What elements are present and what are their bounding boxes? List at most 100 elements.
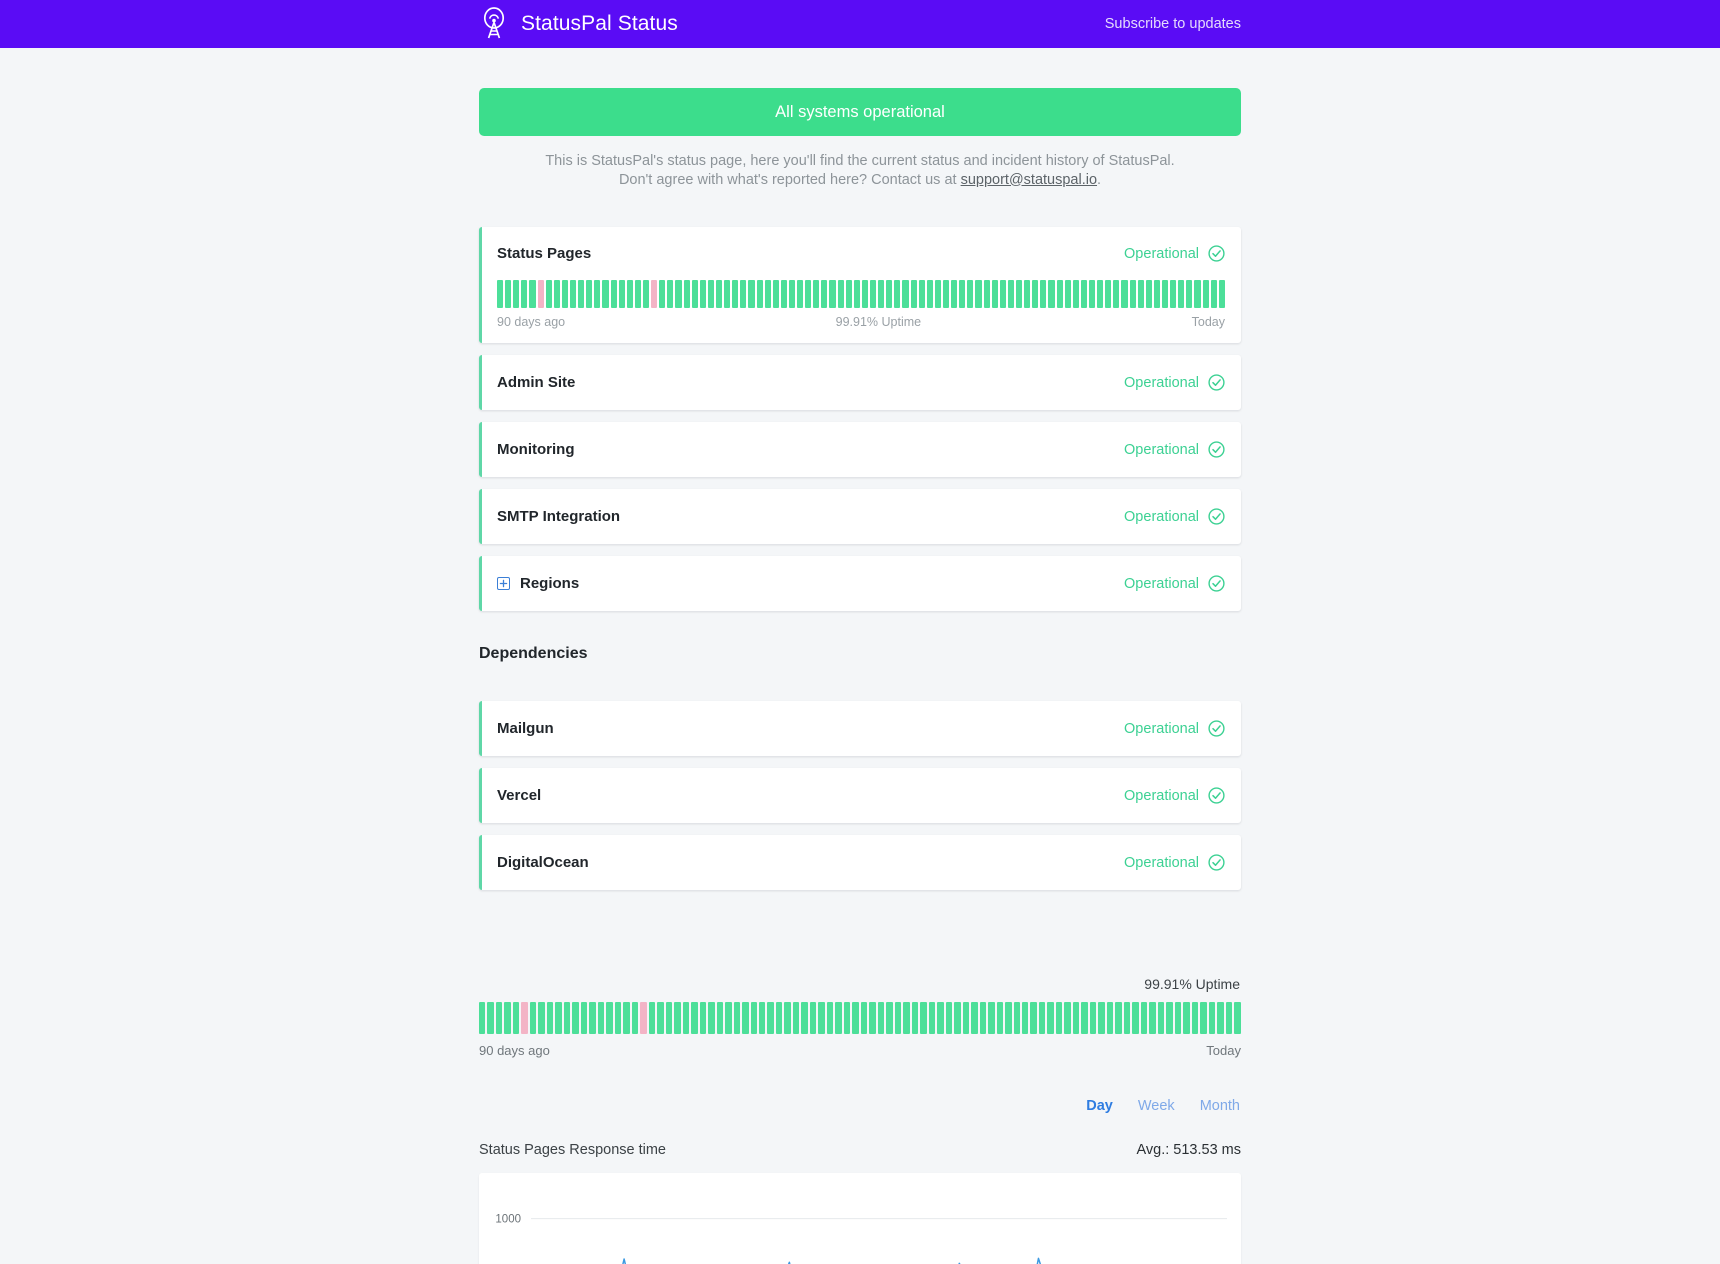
uptime-bar-operational[interactable] [521, 280, 528, 309]
uptime-bar-operational[interactable] [801, 1002, 808, 1035]
service-card-status-pages[interactable]: Status Pages Operational [479, 227, 1241, 344]
uptime-bar-operational[interactable] [724, 280, 731, 309]
uptime-bar-operational[interactable] [572, 1002, 579, 1035]
uptime-bar-operational[interactable] [626, 280, 633, 309]
uptime-bar-operational[interactable] [784, 1002, 791, 1035]
uptime-bar-operational[interactable] [1157, 1002, 1165, 1035]
uptime-bar-operational[interactable] [792, 1002, 800, 1035]
uptime-bar-operational[interactable] [1106, 1002, 1114, 1035]
uptime-bar-operational[interactable] [809, 1002, 817, 1035]
uptime-bar-operational[interactable] [606, 1002, 613, 1035]
uptime-bar-operational[interactable] [826, 1002, 834, 1035]
uptime-bar-operational[interactable] [553, 280, 560, 309]
uptime-bar-operational[interactable] [845, 280, 852, 309]
uptime-bar-operational[interactable] [756, 280, 763, 309]
uptime-bar-operational[interactable] [775, 1002, 783, 1035]
uptime-bar-operational[interactable] [1137, 280, 1144, 309]
uptime-bar-operational[interactable] [1166, 1002, 1173, 1035]
uptime-bar-operational[interactable] [748, 280, 755, 309]
uptime-bar-operational[interactable] [886, 280, 893, 309]
uptime-bar-operational[interactable] [631, 1002, 639, 1035]
uptime-bar-operational[interactable] [708, 1002, 715, 1035]
uptime-bar-operational[interactable] [1191, 1002, 1199, 1035]
uptime-bar-operational[interactable] [1153, 280, 1160, 309]
uptime-bar-operational[interactable] [818, 1002, 825, 1035]
uptime-bar-operational[interactable] [1080, 280, 1087, 309]
uptime-bar-operational[interactable] [934, 280, 942, 309]
uptime-bar-operational[interactable] [1013, 1002, 1020, 1035]
uptime-bar-operational[interactable] [707, 280, 714, 309]
uptime-bar-operational[interactable] [1132, 1002, 1139, 1035]
uptime-bar-operational[interactable] [1072, 1002, 1080, 1035]
uptime-bar-operational[interactable] [983, 280, 990, 309]
subscribe-to-updates-link[interactable]: Subscribe to updates [1104, 16, 1241, 32]
uptime-bar-operational[interactable] [1064, 1002, 1071, 1035]
uptime-bar-operational[interactable] [602, 280, 609, 309]
uptime-bar-operational[interactable] [561, 280, 568, 309]
uptime-bar-operational[interactable] [623, 1002, 630, 1035]
dependency-card-mailgun[interactable]: Mailgun Operational [479, 701, 1241, 757]
uptime-bar-operational[interactable] [725, 1002, 732, 1035]
uptime-bar-operational[interactable] [945, 1002, 953, 1035]
uptime-bar-operational[interactable] [788, 280, 796, 309]
uptime-bar-operational[interactable] [910, 280, 917, 309]
response-chart-box[interactable]: 5001000 [479, 1173, 1241, 1264]
uptime-bar-operational[interactable] [1048, 280, 1055, 309]
uptime-bar-operational[interactable] [903, 1002, 910, 1035]
uptime-bar-operational[interactable] [674, 1002, 681, 1035]
uptime-bar-operational[interactable] [1145, 280, 1152, 309]
uptime-bar-operational[interactable] [691, 280, 698, 309]
uptime-bar-operational[interactable] [597, 1002, 605, 1035]
uptime-bar-operational[interactable] [563, 1002, 571, 1035]
dependency-card-digitalocean[interactable]: DigitalOcean Operational [479, 835, 1241, 891]
uptime-bar-operational[interactable] [975, 280, 982, 309]
uptime-bar-operational[interactable] [1208, 1002, 1216, 1035]
uptime-bar-operational[interactable] [797, 280, 804, 309]
uptime-bar-operational[interactable] [1030, 1002, 1037, 1035]
uptime-bar-operational[interactable] [926, 280, 933, 309]
uptime-bar-operational[interactable] [1024, 280, 1031, 309]
tab-month[interactable]: Month [1199, 1098, 1240, 1115]
uptime-bar-operational[interactable] [634, 280, 641, 309]
uptime-bar-operational[interactable] [1022, 1002, 1029, 1035]
uptime-bar-operational[interactable] [821, 280, 828, 309]
tab-day[interactable]: Day [1086, 1098, 1113, 1115]
dependency-card-vercel[interactable]: Vercel Operational [479, 768, 1241, 824]
uptime-bar-operational[interactable] [665, 1002, 673, 1035]
uptime-bar-operational[interactable] [614, 1002, 622, 1035]
uptime-bar-operational[interactable] [1072, 280, 1079, 309]
uptime-bar-operational[interactable] [979, 1002, 987, 1035]
uptime-bar-operational[interactable] [805, 280, 812, 309]
uptime-bar-operational[interactable] [1056, 280, 1063, 309]
uptime-bar-operational[interactable] [512, 1002, 520, 1035]
uptime-bar-degraded[interactable] [640, 1002, 647, 1035]
uptime-bar-operational[interactable] [487, 1002, 494, 1035]
uptime-bar-operational[interactable] [878, 280, 885, 309]
uptime-bar-degraded[interactable] [537, 280, 544, 309]
uptime-bar-operational[interactable] [870, 280, 877, 309]
expand-plus-icon[interactable] [497, 577, 510, 591]
uptime-bar-operational[interactable] [918, 280, 925, 309]
uptime-bar-operational[interactable] [546, 1002, 554, 1035]
uptime-bar-operational[interactable] [1217, 1002, 1224, 1035]
uptime-bar-operational[interactable] [894, 1002, 902, 1035]
support-email-link[interactable]: support@statuspal.io [960, 171, 1098, 188]
uptime-bar-operational[interactable] [1038, 1002, 1046, 1035]
uptime-bar-operational[interactable] [853, 280, 860, 309]
uptime-bar-operational[interactable] [843, 1002, 851, 1035]
uptime-bar-operational[interactable] [545, 280, 552, 309]
uptime-bar-operational[interactable] [1183, 1002, 1190, 1035]
uptime-bar-operational[interactable] [1088, 280, 1096, 309]
uptime-bar-operational[interactable] [1047, 1002, 1054, 1035]
uptime-bar-operational[interactable] [902, 280, 909, 309]
uptime-bar-operational[interactable] [877, 1002, 885, 1035]
uptime-bar-operational[interactable] [951, 280, 958, 309]
uptime-bar-operational[interactable] [767, 1002, 774, 1035]
uptime-bar-operational[interactable] [758, 1002, 766, 1035]
uptime-bar-operational[interactable] [1170, 280, 1177, 309]
uptime-bar-operational[interactable] [610, 280, 617, 309]
uptime-bar-operational[interactable] [750, 1002, 757, 1035]
uptime-bar-operational[interactable] [861, 280, 869, 309]
service-card-smtp-integration[interactable]: SMTP Integration Operational [479, 489, 1241, 545]
uptime-bar-operational[interactable] [954, 1002, 961, 1035]
